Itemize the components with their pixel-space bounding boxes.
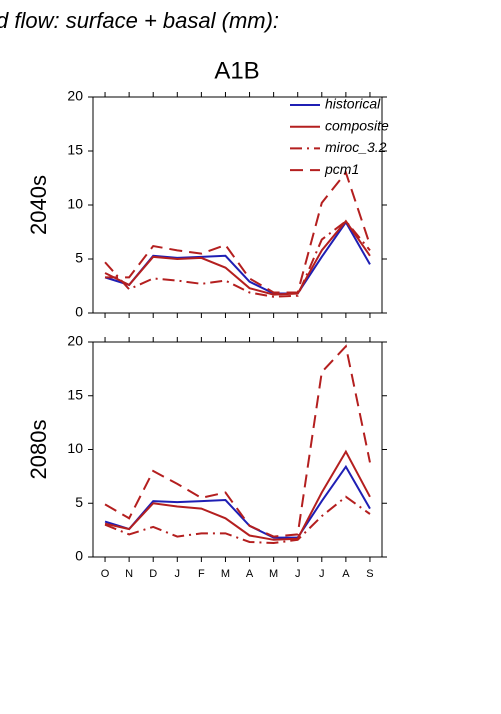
- chart-subtitle: A1B: [214, 57, 259, 84]
- y-tick-label: 15: [67, 142, 83, 158]
- y-tick-label: 0: [75, 304, 83, 320]
- y-tick-label: 20: [67, 88, 83, 104]
- y-tick-label: 10: [67, 440, 83, 456]
- legend-label: historical: [325, 96, 381, 112]
- y-tick-label: 5: [75, 250, 83, 266]
- series-line: [105, 170, 371, 294]
- legend-label: composite: [325, 117, 389, 133]
- series-line: [104, 219, 371, 298]
- series-line: [104, 344, 371, 538]
- x-tick-label: N: [125, 568, 133, 580]
- legend-label: miroc_3.2: [325, 139, 387, 155]
- x-tick-label: S: [366, 568, 373, 580]
- x-tick-label: F: [198, 568, 205, 580]
- y-axis-label: 2080s: [26, 420, 51, 480]
- x-tick-label: J: [175, 568, 181, 580]
- chart-title: d flow: surface + basal (mm):: [0, 8, 279, 33]
- y-tick-label: 5: [75, 494, 83, 510]
- x-tick-label: J: [319, 568, 325, 580]
- legend-label: pcm1: [324, 161, 359, 177]
- x-tick-label: A: [342, 568, 350, 580]
- y-tick-label: 15: [67, 386, 83, 402]
- x-tick-label: M: [269, 568, 278, 580]
- y-tick-label: 20: [67, 333, 83, 349]
- x-tick-label: M: [221, 568, 230, 580]
- x-tick-label: O: [101, 568, 110, 580]
- series-line: [104, 219, 371, 296]
- series-line: [104, 495, 371, 545]
- x-tick-label: A: [246, 568, 254, 580]
- y-tick-label: 0: [75, 548, 83, 564]
- y-tick-label: 10: [67, 196, 83, 212]
- plot-frame: [92, 341, 383, 558]
- x-tick-label: J: [295, 568, 301, 580]
- series-line: [104, 449, 371, 541]
- y-axis-label: 2040s: [26, 175, 51, 235]
- x-tick-label: D: [149, 568, 157, 580]
- series-line: [104, 464, 371, 539]
